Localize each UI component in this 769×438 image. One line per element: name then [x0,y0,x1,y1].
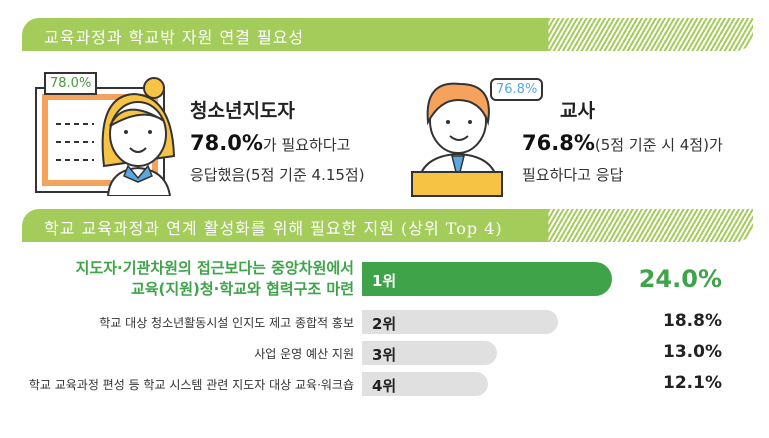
bar-value-label: 18.8% [663,311,722,331]
bar-value-label: 24.0% [638,265,722,293]
youth-leader-value: 78.0% [190,131,263,155]
teacher-bubble: 76.8% [490,78,544,101]
section-header-2: 학교 교육과정과 연계 활성화를 위해 필요한 지원 (상위 Top 4) [22,209,753,242]
bar-category-label-line: 학교 대상 청소년활동시설 인지도 제고 종합적 홍보 [99,316,354,330]
bar-category-label-line: 사업 운영 예산 지원 [254,347,354,361]
teacher-stat-line1: 76.8%(5점 기준 시 4점)가 [522,128,723,160]
rank-label: 2위 [372,315,397,333]
bar-category-label: 학교 교육과정 편성 등 학교 시스템 관련 지도자 대상 교육·워크숍 [29,376,354,393]
bar-category-label: 학교 대상 청소년활동시설 인지도 제고 종합적 홍보 [99,314,354,331]
youth-leader-illustration-icon [35,77,176,196]
bar-4: 4위 [362,372,489,396]
rank-label: 1위 [372,272,397,290]
section-title: 학교 교육과정과 연계 활성화를 위해 필요한 지원 (상위 Top 4) [44,219,503,238]
section-header-1: 교육과정과 학교밖 자원 연결 필요성 [22,18,753,51]
bar-3: 3위 [362,341,498,365]
teacher-value: 76.8% [522,131,595,155]
rank-label: 4위 [372,377,397,395]
teacher-text1: (5점 기준 시 4점)가 [594,136,723,154]
bar-value-label: 13.0% [663,342,722,362]
teacher-stat-line2: 필요하다고 응답 [522,166,624,184]
bar-category-label-line: 학교 교육과정 편성 등 학교 시스템 관련 지도자 대상 교육·워크숍 [28,378,354,392]
teacher-name: 교사 [560,100,595,122]
bar-value-label: 12.1% [663,373,722,393]
bar-category-label: 사업 운영 예산 지원 [254,345,354,362]
youth-leader-stat-line2: 응답했음(5점 기준 4.15점) [190,166,365,184]
youth-leader-text1: 가 필요하다고 [262,136,351,154]
youth-leader-bubble: 78.0% [44,72,98,95]
rank-label: 3위 [372,346,397,364]
youth-leader-stat-line1: 78.0%가 필요하다고 [190,128,350,160]
bar-2: 2위 [362,310,558,334]
bar-1: 1위 [362,262,612,296]
bar-category-label-line: 지도자·기관차원의 접근보다는 중앙차원에서 [75,259,354,277]
bar-category-label-line: 교육(지원)청·학교와 협력구조 마련 [130,280,354,298]
youth-leader-name: 청소년지도자 [190,100,295,122]
teacher-illustration-icon [411,82,503,197]
section-title: 교육과정과 학교밖 자원 연결 필요성 [44,28,305,47]
